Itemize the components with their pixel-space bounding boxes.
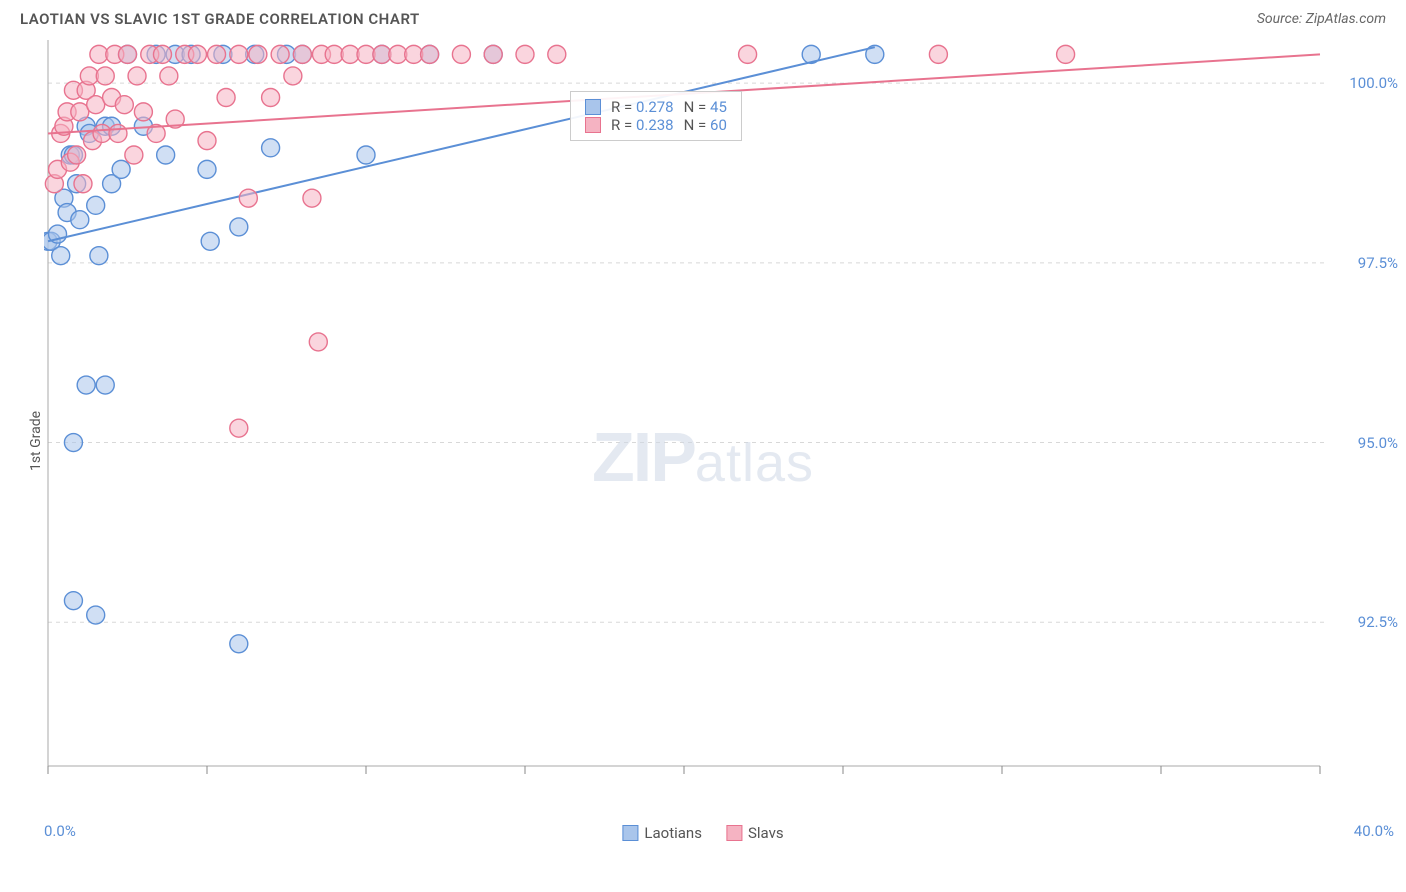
y-axis-label: 1st Grade xyxy=(28,411,44,471)
x-tick-min: 0.0% xyxy=(44,822,76,840)
swatch-laotians xyxy=(622,825,638,841)
legend-bottom: Laotians Slavs xyxy=(622,824,783,842)
legend-item-slavs: Slavs xyxy=(726,824,784,842)
x-tick-max: 40.0% xyxy=(1354,822,1394,840)
chart-container: 1st Grade ZIPatlas 92.5%95.0%97.5%100.0%… xyxy=(0,36,1406,846)
y-tick-label: 100.0% xyxy=(1349,74,1398,92)
swatch-icon xyxy=(585,99,601,115)
source-attribution: Source: ZipAtlas.com xyxy=(1257,11,1386,27)
y-tick-label: 92.5% xyxy=(1358,613,1398,631)
legend-item-laotians: Laotians xyxy=(622,824,702,842)
swatch-slavs xyxy=(726,825,742,841)
y-tick-label: 95.0% xyxy=(1358,434,1398,452)
correlation-legend: R = 0.278 N = 45 R = 0.238 N = 60 xyxy=(570,91,742,141)
chart-title: LAOTIAN VS SLAVIC 1ST GRADE CORRELATION … xyxy=(20,10,420,28)
y-tick-label: 97.5% xyxy=(1358,254,1398,272)
swatch-icon xyxy=(585,117,601,133)
scatter-plot xyxy=(44,36,1324,796)
